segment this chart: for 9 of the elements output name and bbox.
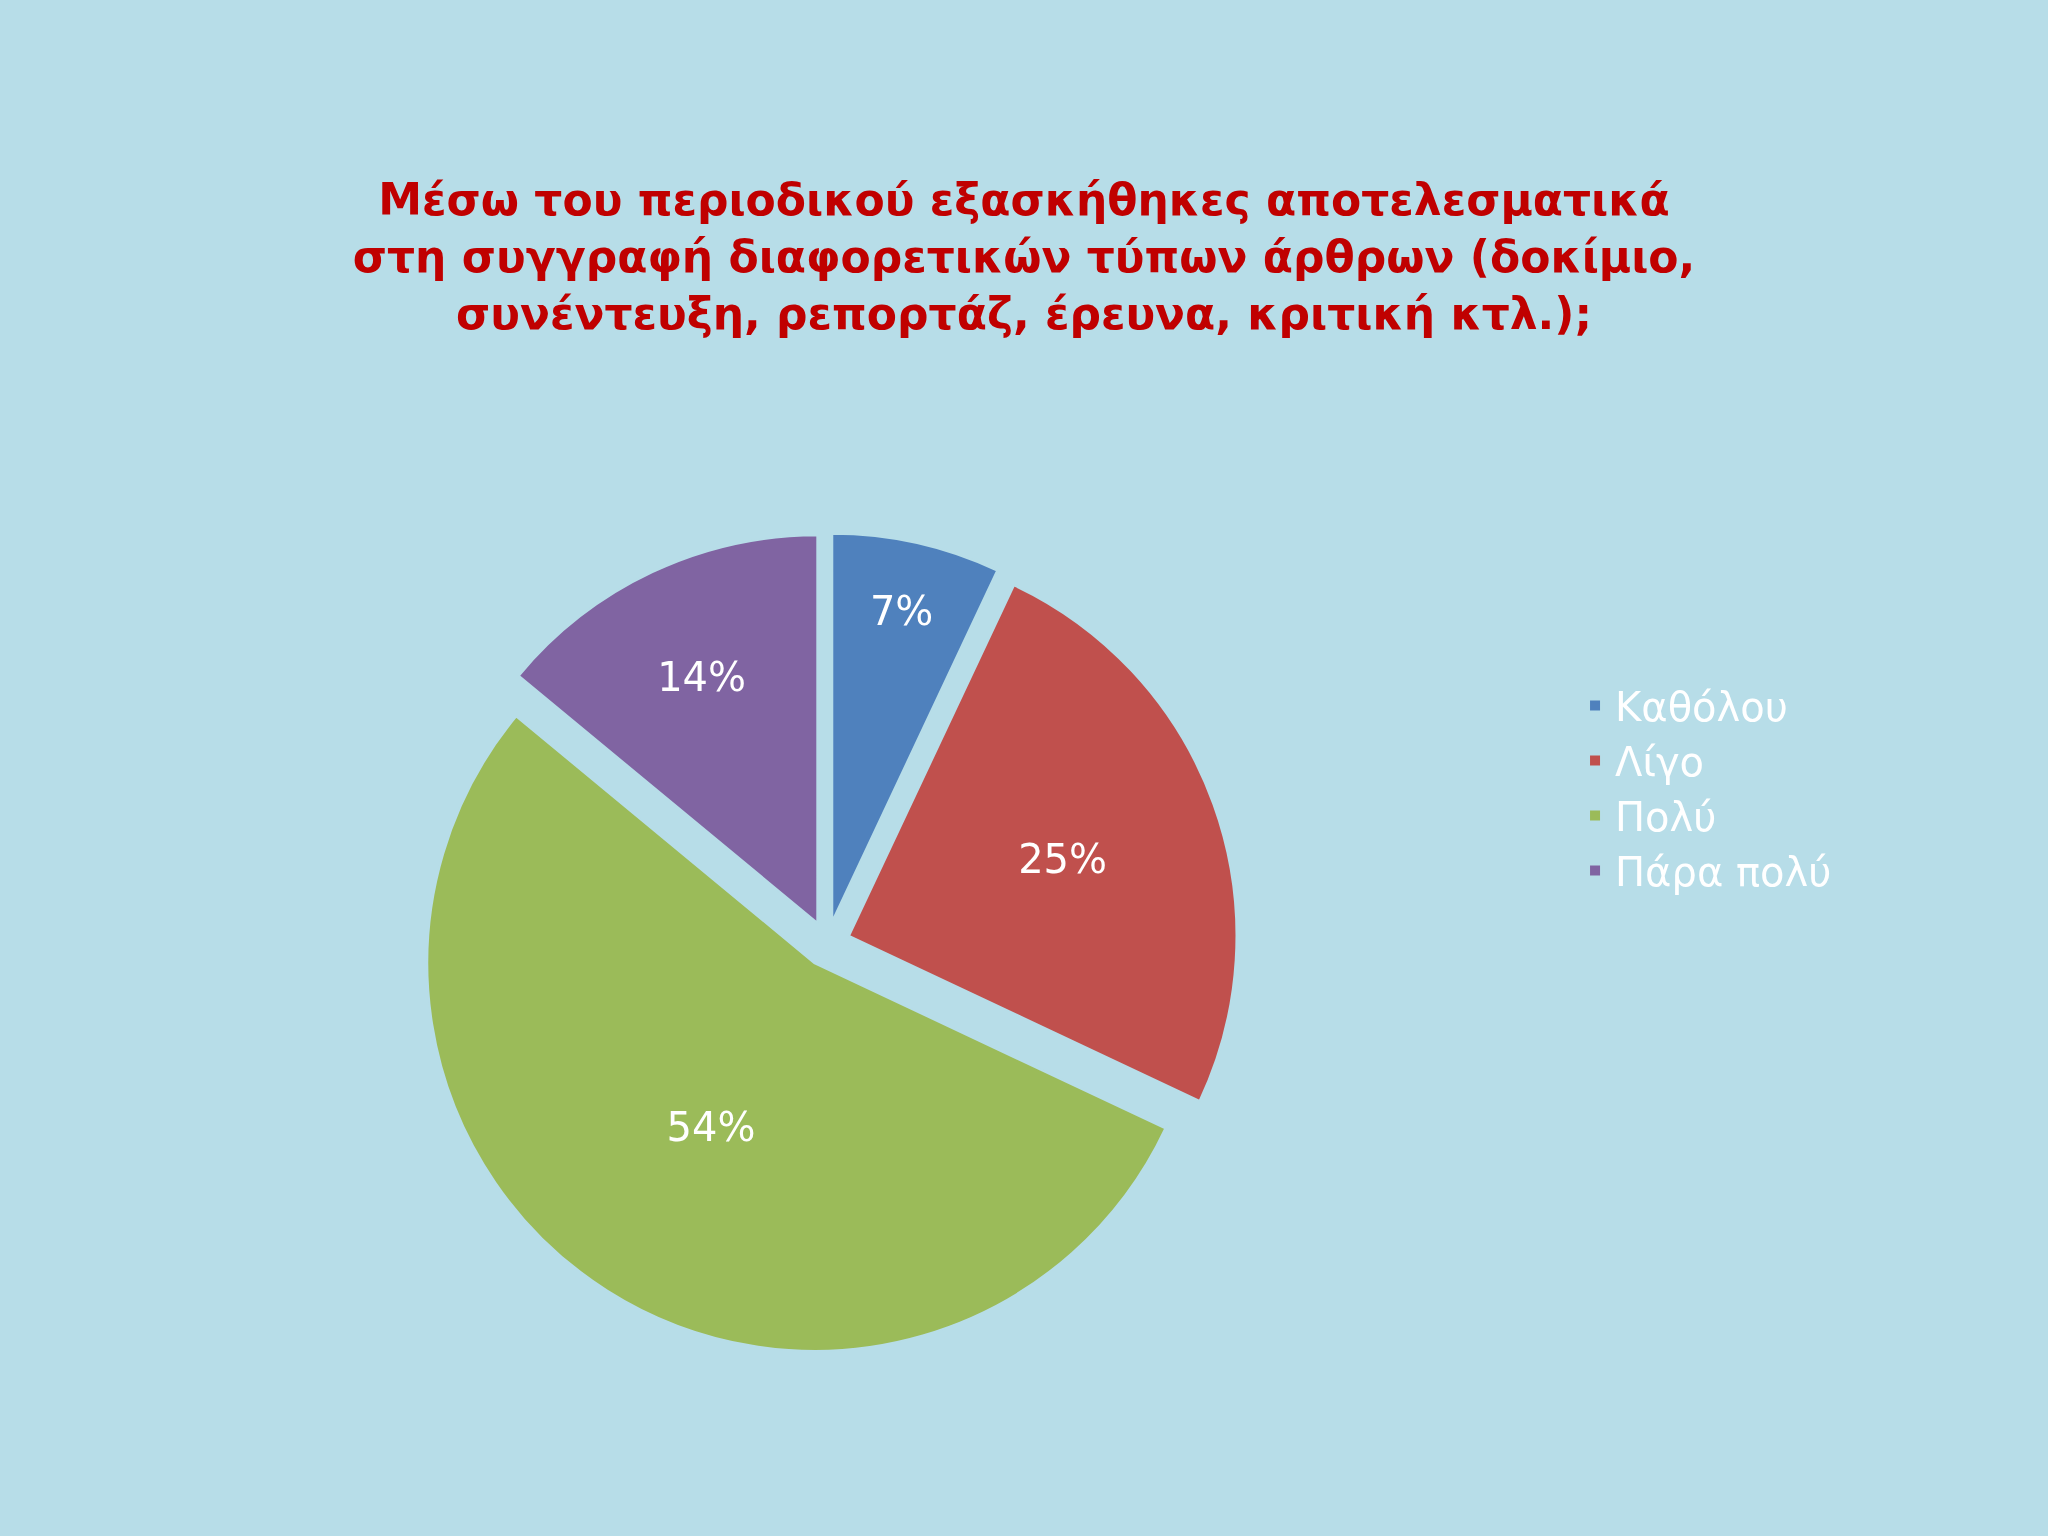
legend-label: Πολύ	[1615, 794, 1717, 841]
chart-title: Μέσω του περιοδικού εξασκήθηκες αποτελεσματικά στη συγγραφή διαφορετικών τύπων άρθρων (δοκίμιο, συνέντευξη, ρεπορτάζ, έρευνα, κριτική κτλ.);	[352, 174, 1696, 340]
legend-label: Καθόλου	[1615, 684, 1788, 731]
data-label: 7%	[869, 587, 934, 634]
legend-label: Πάρα πολύ	[1615, 849, 1832, 896]
data-label: 14%	[657, 653, 747, 700]
legend-label: Λίγο	[1615, 739, 1705, 786]
data-label: 25%	[1018, 836, 1108, 883]
data-label: 54%	[666, 1103, 756, 1150]
